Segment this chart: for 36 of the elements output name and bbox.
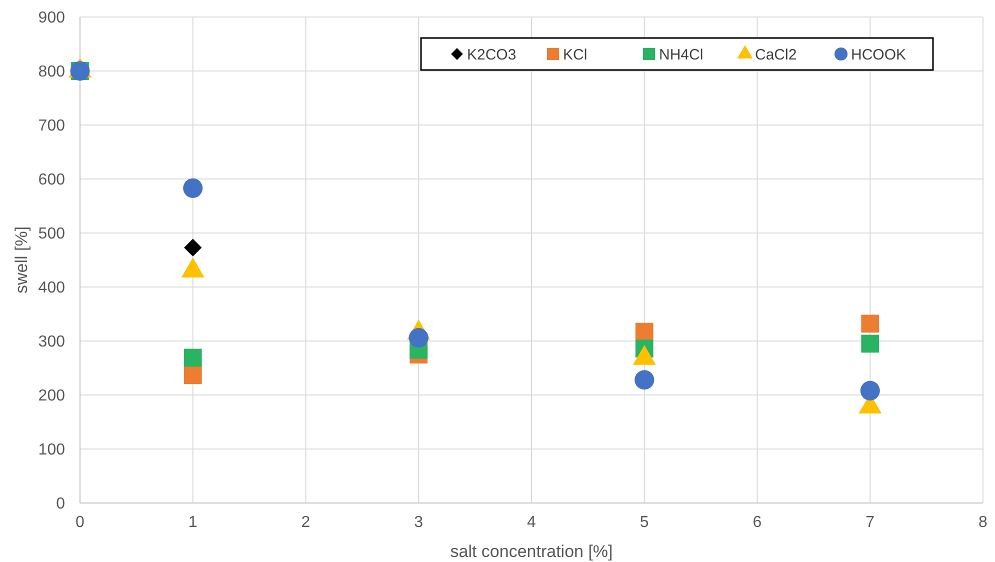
x-tick-label: 0 [76, 514, 85, 531]
point [861, 314, 880, 333]
point [184, 366, 202, 384]
y-tick-label: 600 [38, 172, 66, 189]
x-tick-label: 8 [978, 514, 988, 531]
point [184, 348, 202, 367]
legend-label: K2CO3 [467, 46, 516, 64]
y-tick-label: 400 [38, 280, 66, 297]
x-tick-label: 4 [527, 514, 536, 531]
y-tick-label: 800 [38, 64, 66, 81]
x-tick-label: 6 [752, 514, 762, 531]
point [184, 238, 202, 256]
x-tick-label: 1 [188, 514, 198, 531]
point [860, 380, 880, 400]
y-tick-label: 500 [38, 226, 66, 243]
x-tick-label: 3 [414, 514, 424, 531]
y-tick-label: 0 [56, 496, 66, 513]
point [861, 334, 880, 353]
y-tick-label: 200 [38, 388, 66, 405]
legend-label: KCl [563, 46, 588, 64]
point [634, 370, 654, 390]
point [183, 178, 203, 198]
y-tick-label: 100 [38, 442, 66, 459]
x-axis-title: salt concentration [%] [450, 542, 613, 561]
y-tick-label: 900 [38, 10, 66, 27]
legend-label: CaCl2 [755, 46, 797, 64]
point [635, 322, 654, 341]
x-tick-label: 5 [640, 514, 649, 531]
point [408, 328, 428, 348]
y-tick-label: 300 [38, 334, 66, 351]
y-axis-title: swell [%] [12, 226, 31, 294]
legend-label: HCOOK [851, 46, 906, 64]
legend-label: NH4Cl [659, 46, 704, 64]
x-tick-label: 7 [866, 514, 875, 531]
y-tick-label: 700 [38, 118, 66, 135]
x-tick-label: 2 [301, 514, 310, 531]
